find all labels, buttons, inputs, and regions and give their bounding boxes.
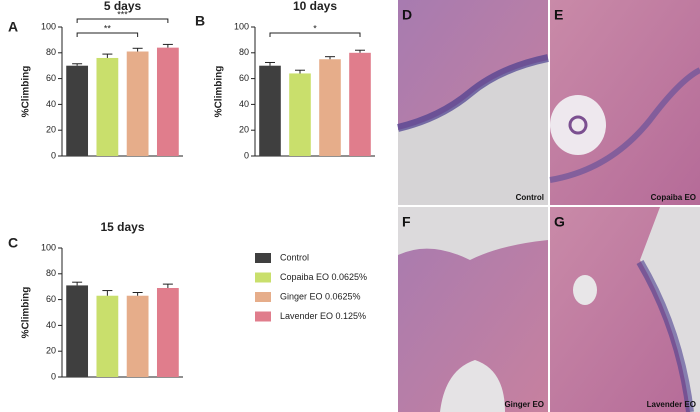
bar <box>126 295 149 377</box>
image-caption: Ginger EO <box>504 400 544 409</box>
image-caption: Copaiba EO <box>651 193 696 202</box>
y-tick-label: 20 <box>239 125 249 135</box>
legend-label: Control <box>280 252 309 262</box>
bar <box>289 73 311 156</box>
significance-bracket <box>76 32 139 37</box>
y-tick-label: 100 <box>41 21 56 31</box>
bar <box>349 52 371 156</box>
y-tick-label: 100 <box>234 21 249 31</box>
image-caption: Control <box>516 193 544 202</box>
bar <box>66 65 89 156</box>
y-axis-label: %Climbing <box>21 66 32 118</box>
y-tick-label: 20 <box>46 125 56 135</box>
legend-swatch <box>255 311 271 322</box>
y-axis-label: %Climbing <box>21 287 32 339</box>
y-tick-label: 40 <box>239 99 249 109</box>
significance-bracket <box>76 18 169 23</box>
y-tick-label: 20 <box>46 346 56 356</box>
bar <box>259 65 281 156</box>
panel-label: C <box>8 235 18 251</box>
image-panel-label: E <box>554 7 563 23</box>
legend-swatch <box>255 292 271 302</box>
bar <box>156 287 179 377</box>
bar <box>96 295 119 377</box>
legend-label: Lavender EO 0.125% <box>280 311 366 321</box>
image-panel-label: F <box>402 214 411 230</box>
legend-label: Ginger EO 0.0625% <box>280 291 361 301</box>
chart-title: 15 days <box>100 220 144 234</box>
significance-bracket <box>269 32 361 37</box>
y-tick-label: 60 <box>46 73 56 83</box>
histology-e <box>549 0 700 205</box>
significance-label: *** <box>117 9 128 19</box>
y-axis-label: %Climbing <box>214 66 225 118</box>
bar <box>96 57 119 156</box>
legend-swatch <box>255 253 271 263</box>
legend-swatch <box>255 272 271 283</box>
significance-label: * <box>313 23 317 33</box>
image-panel-label: D <box>402 7 412 23</box>
chart-title: 10 days <box>293 0 337 13</box>
y-tick-label: 60 <box>46 294 56 304</box>
y-tick-label: 0 <box>51 371 56 381</box>
y-tick-label: 40 <box>46 99 56 109</box>
bar <box>156 47 179 156</box>
image-caption: Lavender EO <box>647 400 696 409</box>
significance-label: ** <box>104 23 112 33</box>
y-tick-label: 80 <box>46 268 56 278</box>
chart-title: 5 days <box>104 0 142 13</box>
histology-d <box>397 0 549 205</box>
bar <box>319 59 341 156</box>
histology-f <box>398 207 548 412</box>
y-tick-label: 80 <box>239 47 249 57</box>
y-tick-label: 100 <box>41 242 56 252</box>
panel-label: A <box>8 19 18 35</box>
panel-label: B <box>195 13 205 29</box>
image-panel-label: G <box>554 214 565 230</box>
y-tick-label: 0 <box>244 150 249 160</box>
y-tick-label: 80 <box>46 47 56 57</box>
y-tick-label: 60 <box>239 73 249 83</box>
bar <box>126 51 149 157</box>
legend-label: Copaiba EO 0.0625% <box>280 272 367 282</box>
y-tick-label: 0 <box>51 150 56 160</box>
y-tick-label: 40 <box>46 320 56 330</box>
histology-g <box>550 207 700 412</box>
bar <box>66 285 89 377</box>
